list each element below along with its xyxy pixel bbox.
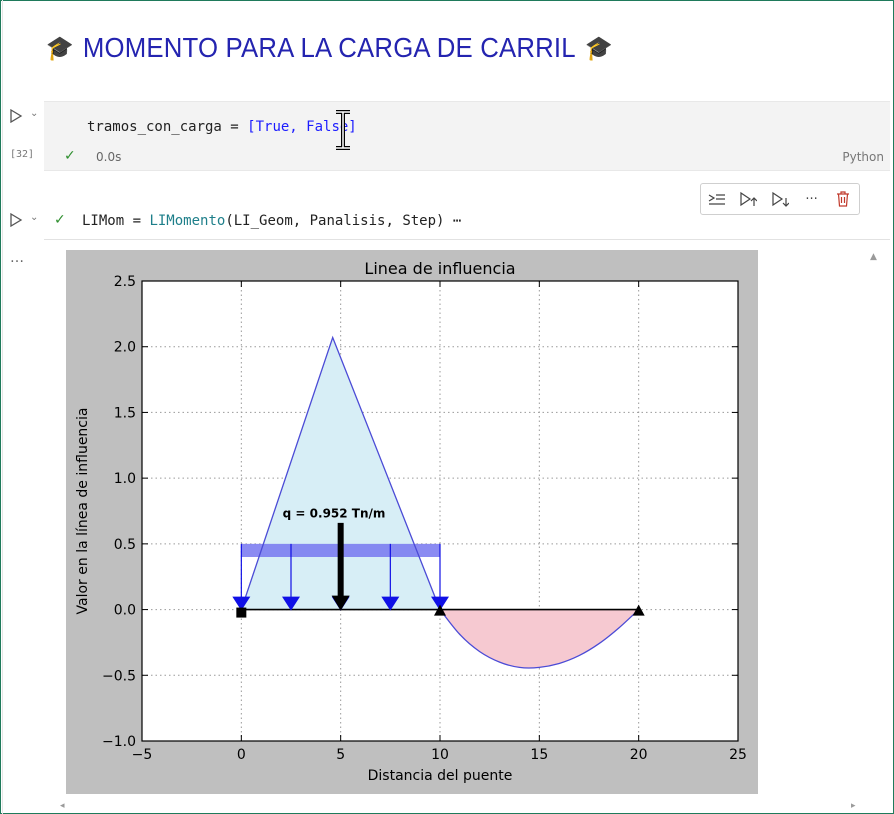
execution-time: 0.0s bbox=[96, 150, 122, 164]
chevron-down-icon[interactable]: ⌄ bbox=[30, 108, 39, 119]
check-icon: ✓ bbox=[64, 148, 76, 164]
markdown-title: 🎓 MOMENTO PARA LA CARGA DE CARRIL 🎓 bbox=[46, 26, 613, 70]
scroll-right-arrow[interactable]: ▸ bbox=[851, 801, 856, 811]
cell-divider bbox=[44, 239, 890, 240]
chevron-down-icon[interactable]: ⌄ bbox=[30, 212, 39, 223]
execute-below-icon bbox=[772, 191, 789, 207]
execute-below-button[interactable] bbox=[769, 188, 791, 210]
x-tick-label: 20 bbox=[630, 747, 648, 763]
support-roller bbox=[632, 604, 645, 616]
trash-icon bbox=[837, 191, 850, 207]
x-tick-label: 0 bbox=[237, 747, 246, 763]
positive-area bbox=[241, 337, 440, 610]
execution-count: [32] bbox=[10, 149, 35, 160]
x-tick-label: 10 bbox=[431, 747, 449, 763]
y-tick-label: 2.0 bbox=[114, 340, 136, 356]
influence-line-negative bbox=[439, 609, 640, 669]
delete-cell-button[interactable] bbox=[832, 188, 854, 210]
run-by-line-button[interactable] bbox=[706, 188, 728, 210]
code-operator: = bbox=[124, 213, 150, 229]
page-title: MOMENTO PARA LA CARGA DE CARRIL bbox=[82, 32, 576, 63]
code-cell[interactable]: tramos_con_carga = [True, False] bbox=[44, 101, 890, 171]
y-tick-label: 0.5 bbox=[114, 537, 136, 553]
load-arrow-head bbox=[282, 596, 300, 611]
graduation-cap-icon: 🎓 bbox=[46, 34, 74, 62]
collapsed-code-indicator[interactable]: ⋯ bbox=[452, 213, 462, 229]
y-tick-label: 1.5 bbox=[114, 405, 136, 421]
y-tick-label: −1.0 bbox=[102, 734, 136, 750]
run-cell-icon[interactable] bbox=[9, 213, 23, 227]
load-arrow-head bbox=[431, 596, 449, 611]
chart-title: Linea de influencia bbox=[364, 259, 515, 278]
y-tick-label: −0.5 bbox=[102, 668, 136, 684]
load-arrow-head bbox=[381, 596, 400, 611]
execute-above-button[interactable] bbox=[737, 188, 759, 210]
language-label[interactable]: Python bbox=[842, 150, 884, 164]
influence-line-chart: q = 0.952 Tn/m −5 0 5 10 15 20 25 −1.0 −0.5 0.0 0.5… bbox=[75, 259, 747, 784]
code-line[interactable]: tramos_con_carga = [True, False] bbox=[87, 119, 357, 135]
output-menu-button[interactable]: … bbox=[10, 250, 24, 266]
execute-above-icon bbox=[740, 191, 758, 207]
code-variable: tramos_con_carga bbox=[87, 119, 222, 135]
x-tick-label: 25 bbox=[729, 747, 747, 763]
x-tick-label: −5 bbox=[132, 747, 153, 763]
x-tick-label: 15 bbox=[530, 747, 548, 763]
negative-area bbox=[440, 609, 639, 669]
support-fixed bbox=[236, 607, 247, 618]
support-roller bbox=[434, 604, 446, 616]
x-tick-label: 5 bbox=[336, 747, 345, 763]
y-tick-label: 1.0 bbox=[114, 471, 136, 487]
y-tick-label: 0.0 bbox=[114, 603, 136, 619]
text-cursor-icon bbox=[336, 110, 350, 150]
graduation-cap-icon: 🎓 bbox=[584, 34, 613, 62]
x-axis-label: Distancia del puente bbox=[368, 768, 513, 784]
gutter-line bbox=[2, 0, 3, 814]
run-by-line-icon bbox=[708, 194, 725, 205]
load-arrow-head bbox=[232, 596, 251, 611]
scroll-left-arrow[interactable]: ◂ bbox=[60, 801, 65, 811]
cell-toolbar: ··· bbox=[700, 183, 860, 215]
more-actions-button[interactable]: ··· bbox=[805, 191, 818, 207]
load-annotation: q = 0.952 Tn/m bbox=[283, 507, 386, 521]
run-cell-icon[interactable] bbox=[9, 109, 23, 123]
influence-line-positive bbox=[240, 335, 441, 610]
code-args: (LI_Geom, Panalisis, Step) bbox=[225, 213, 445, 229]
code-line[interactable]: LIMom = LIMomento(LI_Geom, Panalisis, St… bbox=[82, 213, 461, 229]
code-variable: LIMom bbox=[82, 213, 125, 229]
code-operator: = bbox=[221, 119, 248, 135]
code-function: LIMomento bbox=[149, 213, 226, 229]
y-axis-label: Valor en la línea de influencia bbox=[75, 408, 91, 615]
y-tick-label: 2.5 bbox=[114, 274, 136, 290]
scroll-up-arrow[interactable]: ▲ bbox=[870, 252, 877, 262]
resultant-arrow-head bbox=[331, 595, 350, 611]
check-icon: ✓ bbox=[54, 212, 66, 228]
